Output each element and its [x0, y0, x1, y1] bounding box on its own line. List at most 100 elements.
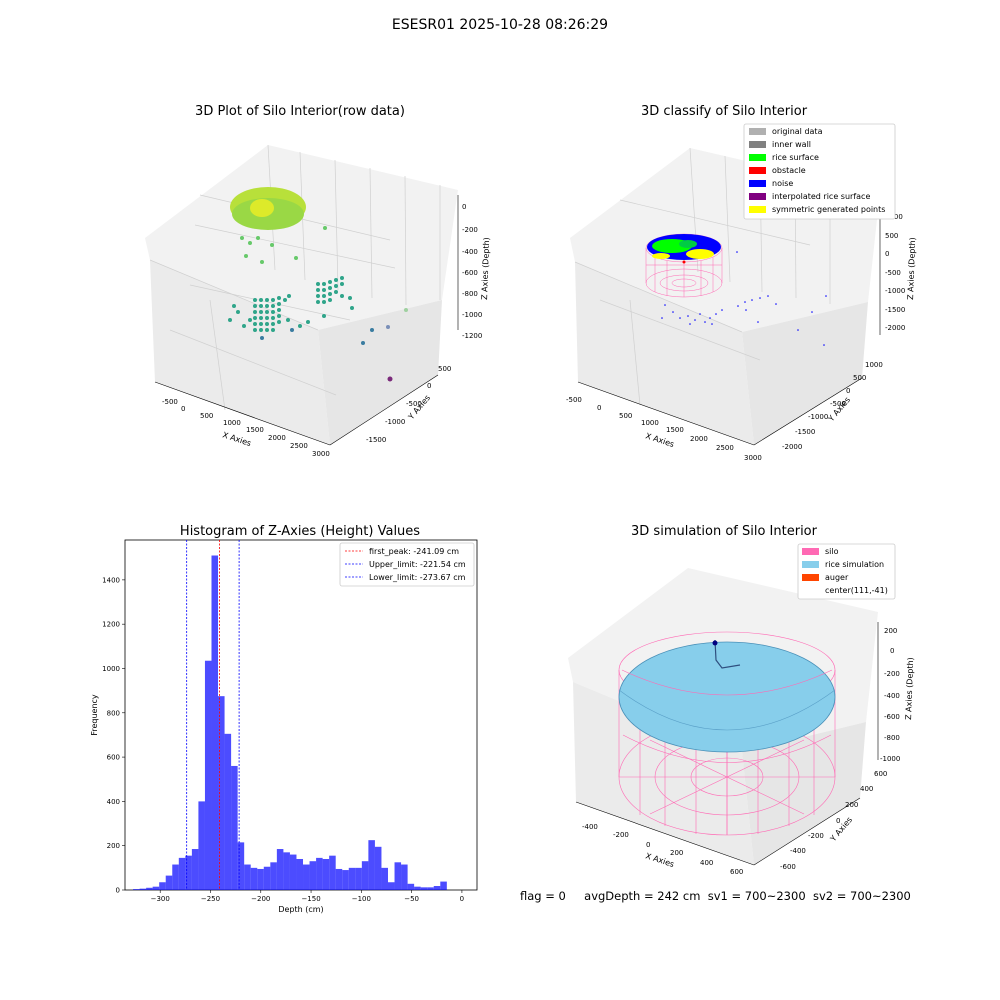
histogram-bar [433, 886, 441, 890]
histogram-bar [165, 875, 173, 890]
raw-ztick: -800 [462, 290, 478, 298]
histogram-bar [139, 888, 147, 890]
histogram-legend: first_peak: -241.09 cm Upper_limit: -221… [339, 542, 475, 587]
classify-xtick: 3000 [744, 454, 762, 462]
classify-ytick: 0 [846, 387, 850, 395]
legend-label: noise [772, 179, 793, 188]
histogram-frame [124, 539, 478, 891]
simulation-3d-plot: -400 -200 0 200 400 600 -600 -400 -200 0… [568, 543, 915, 876]
classify-ytick: -500 [830, 400, 846, 408]
legend-label: auger [825, 573, 849, 582]
histogram-bar [322, 858, 330, 890]
histogram-bar [335, 868, 343, 890]
raw-ytick: 500 [438, 365, 451, 373]
histogram-bar [146, 887, 153, 890]
classify-ztick: -1500 [885, 306, 905, 314]
simulation-ytick: 200 [845, 801, 858, 809]
simulation-left-pane [573, 682, 754, 865]
histogram-yticks: 0 200 400 600 800 1000 1200 1400 [102, 576, 125, 895]
classify-xtick: -500 [566, 396, 582, 404]
histogram-xtick-label: −200 [251, 895, 270, 903]
histogram-bar [303, 864, 310, 890]
legend-label: symmetric generated points [772, 205, 885, 214]
histogram-bar [231, 765, 238, 890]
simulation-z-axis-label: Z Axies (Depth) [904, 657, 915, 720]
classify-xtick: 1000 [641, 419, 659, 427]
histogram-bar [440, 881, 447, 890]
classify-points [647, 234, 827, 346]
raw-plot-title: 3D Plot of Silo Interior(row data) [195, 104, 405, 119]
legend-label: center(111,-41) [825, 586, 888, 595]
legend-label: first_peak: -241.09 cm [369, 547, 459, 556]
histogram-ytick-label: 600 [107, 754, 120, 762]
simulation-rice-surface [618, 641, 836, 753]
histogram-bar [420, 887, 428, 890]
histogram-bar [270, 862, 277, 890]
simulation-ytick: -200 [808, 832, 824, 840]
legend-swatch [802, 561, 819, 568]
histogram-bars [133, 555, 447, 890]
histogram-bar [368, 840, 375, 890]
raw-ztick: -600 [462, 269, 478, 277]
simulation-auger [714, 639, 741, 669]
legend-swatch [802, 548, 819, 555]
classify-xtick: 500 [619, 412, 632, 420]
classify-z-axis-label: Z Axies (Depth) [906, 237, 917, 300]
simulation-axis-ticks: -400 -200 0 200 400 600 -600 -400 -200 0… [582, 627, 900, 876]
histogram-xtick-label: −150 [301, 895, 320, 903]
histogram-bar [263, 866, 271, 890]
simulation-ztick: 0 [890, 647, 894, 655]
status-line: flag = 0 avgDepth = 242 cm sv1 = 700~230… [520, 889, 911, 903]
simulation-ztick: 200 [884, 627, 897, 635]
legend-label: obstacle [772, 166, 806, 175]
simulation-center-marker [712, 640, 718, 646]
classify-plot-title: 3D classify of Silo Interior [640, 104, 808, 119]
classify-3d-plot: -500 0 500 1000 1500 2000 2500 3000 -200… [566, 123, 917, 462]
raw-axis-ticks: -500 0 500 1000 1500 2000 2500 3000 -150… [162, 203, 482, 458]
histogram-bar [159, 882, 166, 890]
histogram-bar [191, 849, 199, 890]
status-avg-depth: avgDepth = 242 cm [584, 889, 701, 903]
histogram-bar [224, 733, 232, 890]
histogram-xtick-label: −300 [151, 895, 170, 903]
histogram-xtick-label: 0 [460, 895, 464, 903]
status-sv1: sv1 = 700~2300 [707, 889, 806, 903]
histogram-bar [361, 861, 369, 890]
histogram-bar [133, 889, 140, 890]
histogram-bar [381, 867, 388, 890]
histogram-bar [276, 849, 284, 890]
simulation-ztick: -400 [884, 692, 900, 700]
classify-xtick: 2000 [690, 435, 708, 443]
raw-3d-plot: -500 0 500 1000 1500 2000 2500 3000 -150… [145, 144, 491, 458]
classify-xtick: 1500 [666, 426, 684, 434]
legend-label: inner wall [772, 140, 811, 149]
histogram-y-axis-label: Frequency [90, 694, 99, 736]
raw-ztick: -1000 [462, 311, 482, 319]
raw-xtick: 1500 [246, 426, 264, 434]
legend-swatch [749, 154, 766, 161]
raw-xtick: 2000 [268, 434, 286, 442]
histogram-title: Histogram of Z-Axies (Height) Values [179, 524, 421, 539]
histogram-bar [185, 855, 192, 890]
legend-label: rice surface [772, 153, 819, 162]
legend-swatch [749, 180, 766, 187]
histogram-ytick-label: 400 [107, 798, 120, 806]
raw-z-axis-label: Z Axies (Depth) [480, 237, 491, 300]
raw-ytick: -500 [406, 400, 422, 408]
classify-xtick: 0 [597, 404, 601, 412]
histogram-bar [172, 864, 179, 890]
raw-xtick: 500 [200, 412, 213, 420]
legend-swatch [802, 574, 819, 581]
classify-ztick: -2000 [885, 324, 905, 332]
simulation-xtick: -400 [582, 823, 598, 831]
simulation-plot-title: 3D simulation of Silo Interior [631, 524, 817, 539]
histogram-bar [407, 883, 415, 890]
raw-point-cloud [228, 187, 408, 382]
histogram-ytick-label: 200 [107, 842, 120, 850]
histogram-bar [427, 887, 434, 890]
legend-label: silo [825, 547, 839, 556]
histogram-xtick-label: −100 [352, 895, 371, 903]
raw-ztick: -1200 [462, 332, 482, 340]
simulation-xtick: 0 [646, 841, 650, 849]
raw-xtick: 3000 [312, 450, 330, 458]
